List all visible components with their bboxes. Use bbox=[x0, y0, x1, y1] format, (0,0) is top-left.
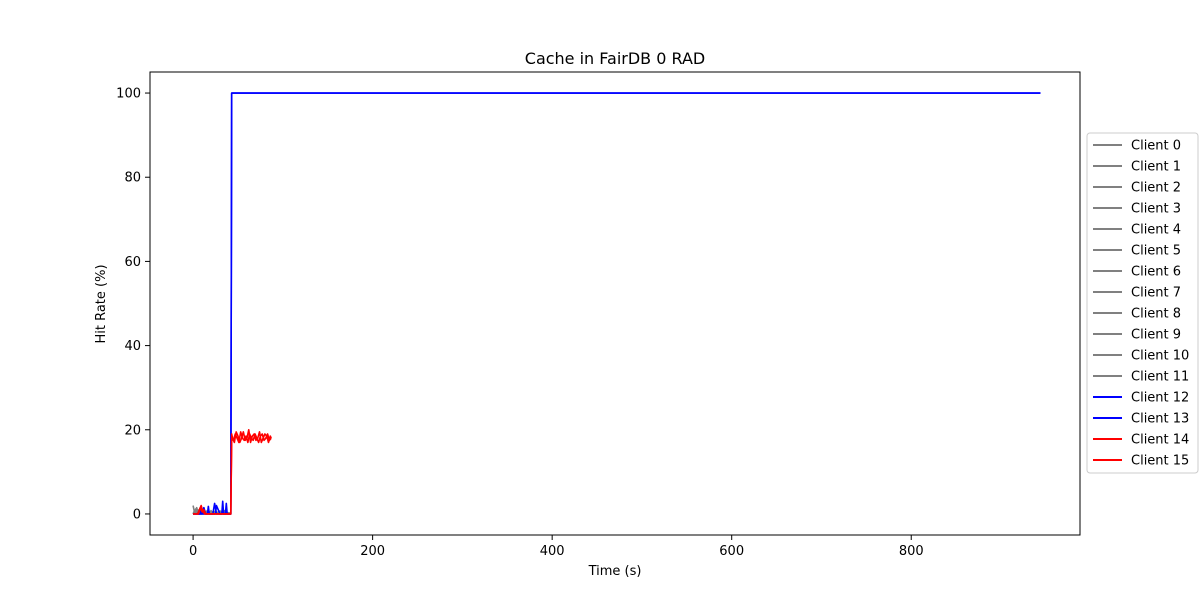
legend-label: Client 10 bbox=[1131, 349, 1189, 364]
legend-label: Client 11 bbox=[1131, 370, 1189, 385]
x-axis-label: Time (s) bbox=[588, 564, 642, 579]
y-axis-label: Hit Rate (%) bbox=[94, 264, 109, 343]
series-layer bbox=[192, 92, 1041, 515]
plot-area bbox=[149, 71, 1081, 536]
axes-frame bbox=[149, 71, 1081, 536]
legend-label: Client 5 bbox=[1131, 244, 1181, 259]
axes-background bbox=[150, 72, 1080, 535]
legend-label: Client 6 bbox=[1131, 265, 1181, 280]
legend-label: Client 12 bbox=[1131, 391, 1189, 406]
series-line-client-14 bbox=[193, 428, 272, 515]
legend-label: Client 2 bbox=[1131, 181, 1181, 196]
legend-label: Client 14 bbox=[1131, 433, 1189, 448]
legend-label: Client 7 bbox=[1131, 286, 1181, 301]
y-tick-label: 40 bbox=[124, 339, 141, 354]
chart-title: Cache in FairDB 0 RAD bbox=[525, 49, 705, 68]
x-tick-label: 800 bbox=[899, 544, 924, 559]
x-tick-label: 200 bbox=[360, 544, 385, 559]
legend-label: Client 8 bbox=[1131, 307, 1181, 322]
legend: Client 0 Client 1 Client 2 Client 3 Client 4… bbox=[1086, 132, 1199, 474]
legend-label: Client 1 bbox=[1131, 160, 1181, 175]
legend-label: Client 4 bbox=[1131, 223, 1181, 238]
legend-label: Client 0 bbox=[1131, 139, 1181, 154]
x-tick-label: 0 bbox=[189, 544, 197, 559]
y-axis: 0 20 40 60 80 100 bbox=[116, 87, 150, 522]
legend-label: Client 13 bbox=[1131, 412, 1189, 427]
legend-label: Client 15 bbox=[1131, 454, 1189, 469]
x-tick-label: 600 bbox=[719, 544, 744, 559]
legend-items: Client 0 Client 1 Client 2 Client 3 Client 4… bbox=[1093, 139, 1189, 469]
y-tick-label: 20 bbox=[124, 423, 141, 438]
y-tick-label: 60 bbox=[124, 255, 141, 270]
legend-label: Client 9 bbox=[1131, 328, 1181, 343]
y-tick-label: 100 bbox=[116, 87, 141, 102]
y-tick-label: 80 bbox=[124, 171, 141, 186]
x-tick-label: 400 bbox=[540, 544, 565, 559]
x-axis: 0 200 400 600 800 bbox=[189, 535, 924, 559]
legend-box bbox=[1086, 132, 1199, 474]
legend-label: Client 3 bbox=[1131, 202, 1181, 217]
y-tick-label: 0 bbox=[133, 507, 141, 522]
